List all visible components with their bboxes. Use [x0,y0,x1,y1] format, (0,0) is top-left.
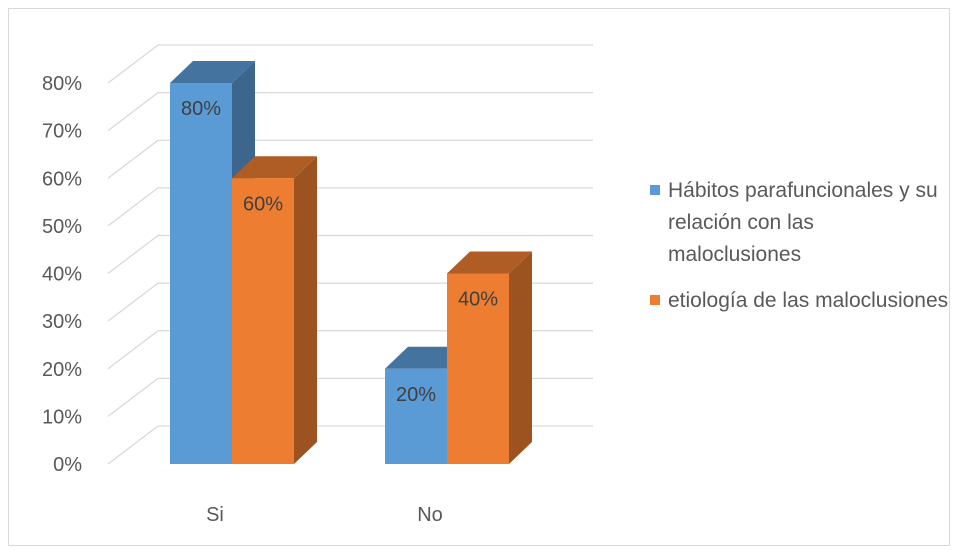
legend-swatch-series-1 [650,185,660,195]
data-label: 20% [396,384,436,406]
legend-label-series-2: etiología de las maloclusiones [668,289,949,312]
legend-swatch-series-2 [650,295,660,305]
category-label: No [417,504,443,526]
y-tick-label: 30% [42,311,82,333]
bar-side [294,156,317,464]
y-tick-label: 0% [53,454,82,476]
y-tick-label: 20% [42,359,82,381]
legend-item-series-1: Hábitos parafuncionales y su relación co… [650,175,950,271]
gridline [107,44,593,84]
gridline [107,91,593,132]
gridline [107,234,593,275]
bar-top [447,251,532,274]
data-label: 80% [181,98,221,120]
y-tick-label: 50% [42,216,82,238]
bar [170,83,232,464]
category-label: Si [206,504,224,526]
bar [385,368,447,464]
gridline [107,187,593,227]
bar-top [170,61,255,83]
y-tick-label: 10% [42,406,82,428]
y-tick-label: 40% [42,264,82,286]
legend: Hábitos parafuncionales y su relación co… [650,175,950,331]
gridline [107,139,593,179]
y-tick-label: 60% [42,168,82,190]
legend-item-series-2: etiología de las maloclusiones [650,285,950,317]
legend-label-series-1: Hábitos parafuncionales y su relación co… [668,179,938,266]
data-label: 60% [243,193,283,215]
bar-side [509,251,532,464]
y-tick-label: 70% [42,121,82,143]
bar-top [232,156,317,179]
bar [447,273,509,464]
bar [232,178,294,464]
y-tick-label: 80% [42,73,82,95]
data-label: 40% [458,289,498,311]
